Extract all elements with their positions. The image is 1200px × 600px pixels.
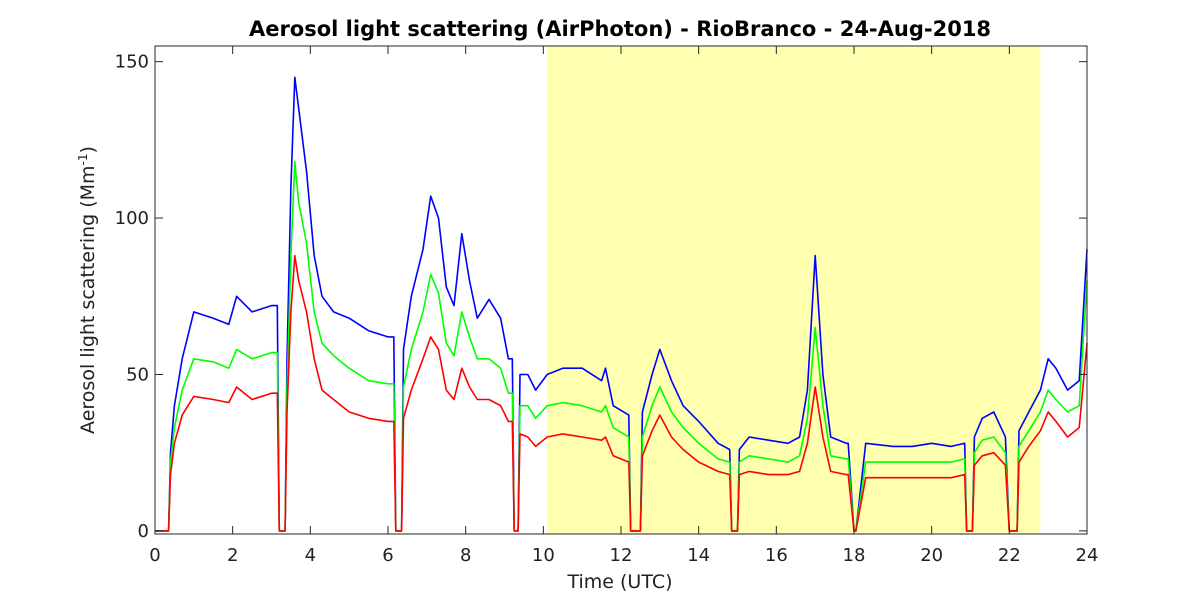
y-tick-label: 150 <box>115 52 149 73</box>
x-tick-label: 8 <box>460 545 471 566</box>
y-tick-label: 0 <box>138 521 149 542</box>
x-tick-label: 18 <box>843 545 866 566</box>
y-tick-label: 50 <box>126 364 149 385</box>
plot-area <box>154 45 1088 535</box>
x-tick-label: 14 <box>687 545 710 566</box>
series-red-line <box>155 254 1088 532</box>
x-tick-label: 24 <box>1076 545 1099 566</box>
y-axis-label-suffix: ) <box>77 146 99 153</box>
y-axis-label: Aerosol light scattering (Mm-1) <box>76 146 99 434</box>
x-tick-label: 20 <box>920 545 943 566</box>
chart-title: Aerosol light scattering (AirPhoton) - R… <box>249 17 991 41</box>
x-tick-label: 10 <box>532 545 555 566</box>
series-green-line <box>155 160 1088 532</box>
x-tick-label: 4 <box>305 545 316 566</box>
y-axis-label-superscript: -1 <box>76 153 90 165</box>
x-axis-label: Time (UTC) <box>566 571 672 593</box>
x-tick-label: 0 <box>149 545 160 566</box>
y-axis: 0 50 100 150 <box>115 52 1087 542</box>
highlight-region <box>547 46 1041 534</box>
x-tick-label: 12 <box>610 545 633 566</box>
y-axis-label-prefix: Aerosol light scattering (Mm <box>77 165 99 434</box>
y-tick-label: 100 <box>115 208 149 229</box>
x-tick-label: 6 <box>382 545 393 566</box>
series-blue-line <box>155 76 1088 532</box>
x-tick-label: 22 <box>998 545 1021 566</box>
x-tick-label: 16 <box>765 545 788 566</box>
x-tick-label: 2 <box>227 545 238 566</box>
series-layer <box>155 76 1088 532</box>
x-axis: 0 2 4 6 8 10 12 14 16 18 20 22 24 <box>149 46 1098 566</box>
